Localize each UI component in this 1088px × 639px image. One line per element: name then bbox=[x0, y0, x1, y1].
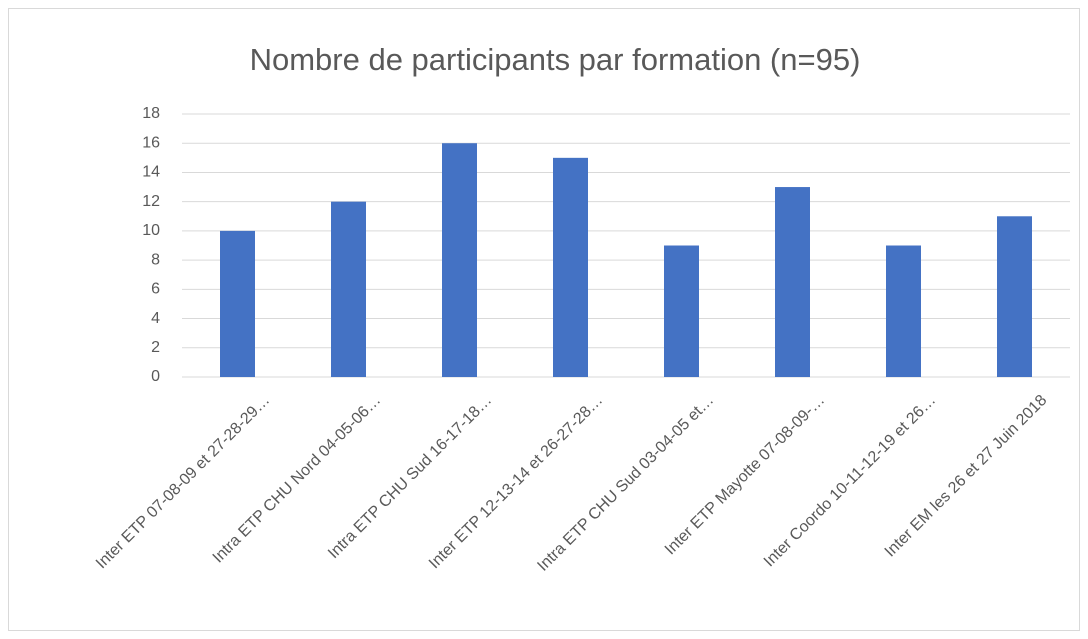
bar bbox=[997, 216, 1032, 377]
y-tick-label: 12 bbox=[142, 193, 160, 210]
y-tick-label: 16 bbox=[142, 134, 160, 151]
y-tick-label: 0 bbox=[151, 368, 160, 385]
y-tick-label: 8 bbox=[151, 251, 160, 268]
bar bbox=[442, 143, 477, 377]
bar bbox=[664, 245, 699, 377]
bar bbox=[331, 201, 366, 377]
bar bbox=[886, 245, 921, 377]
y-tick-label: 2 bbox=[151, 339, 160, 356]
y-tick-label: 14 bbox=[142, 164, 160, 181]
bar bbox=[220, 230, 255, 377]
y-tick-label: 4 bbox=[151, 310, 160, 327]
y-tick-label: 6 bbox=[151, 281, 160, 298]
y-tick-label: 18 bbox=[142, 105, 160, 122]
chart-title: Nombre de participants par formation (n=… bbox=[250, 42, 861, 77]
bar bbox=[553, 157, 588, 377]
bar bbox=[775, 187, 810, 377]
y-tick-label: 10 bbox=[142, 222, 160, 239]
